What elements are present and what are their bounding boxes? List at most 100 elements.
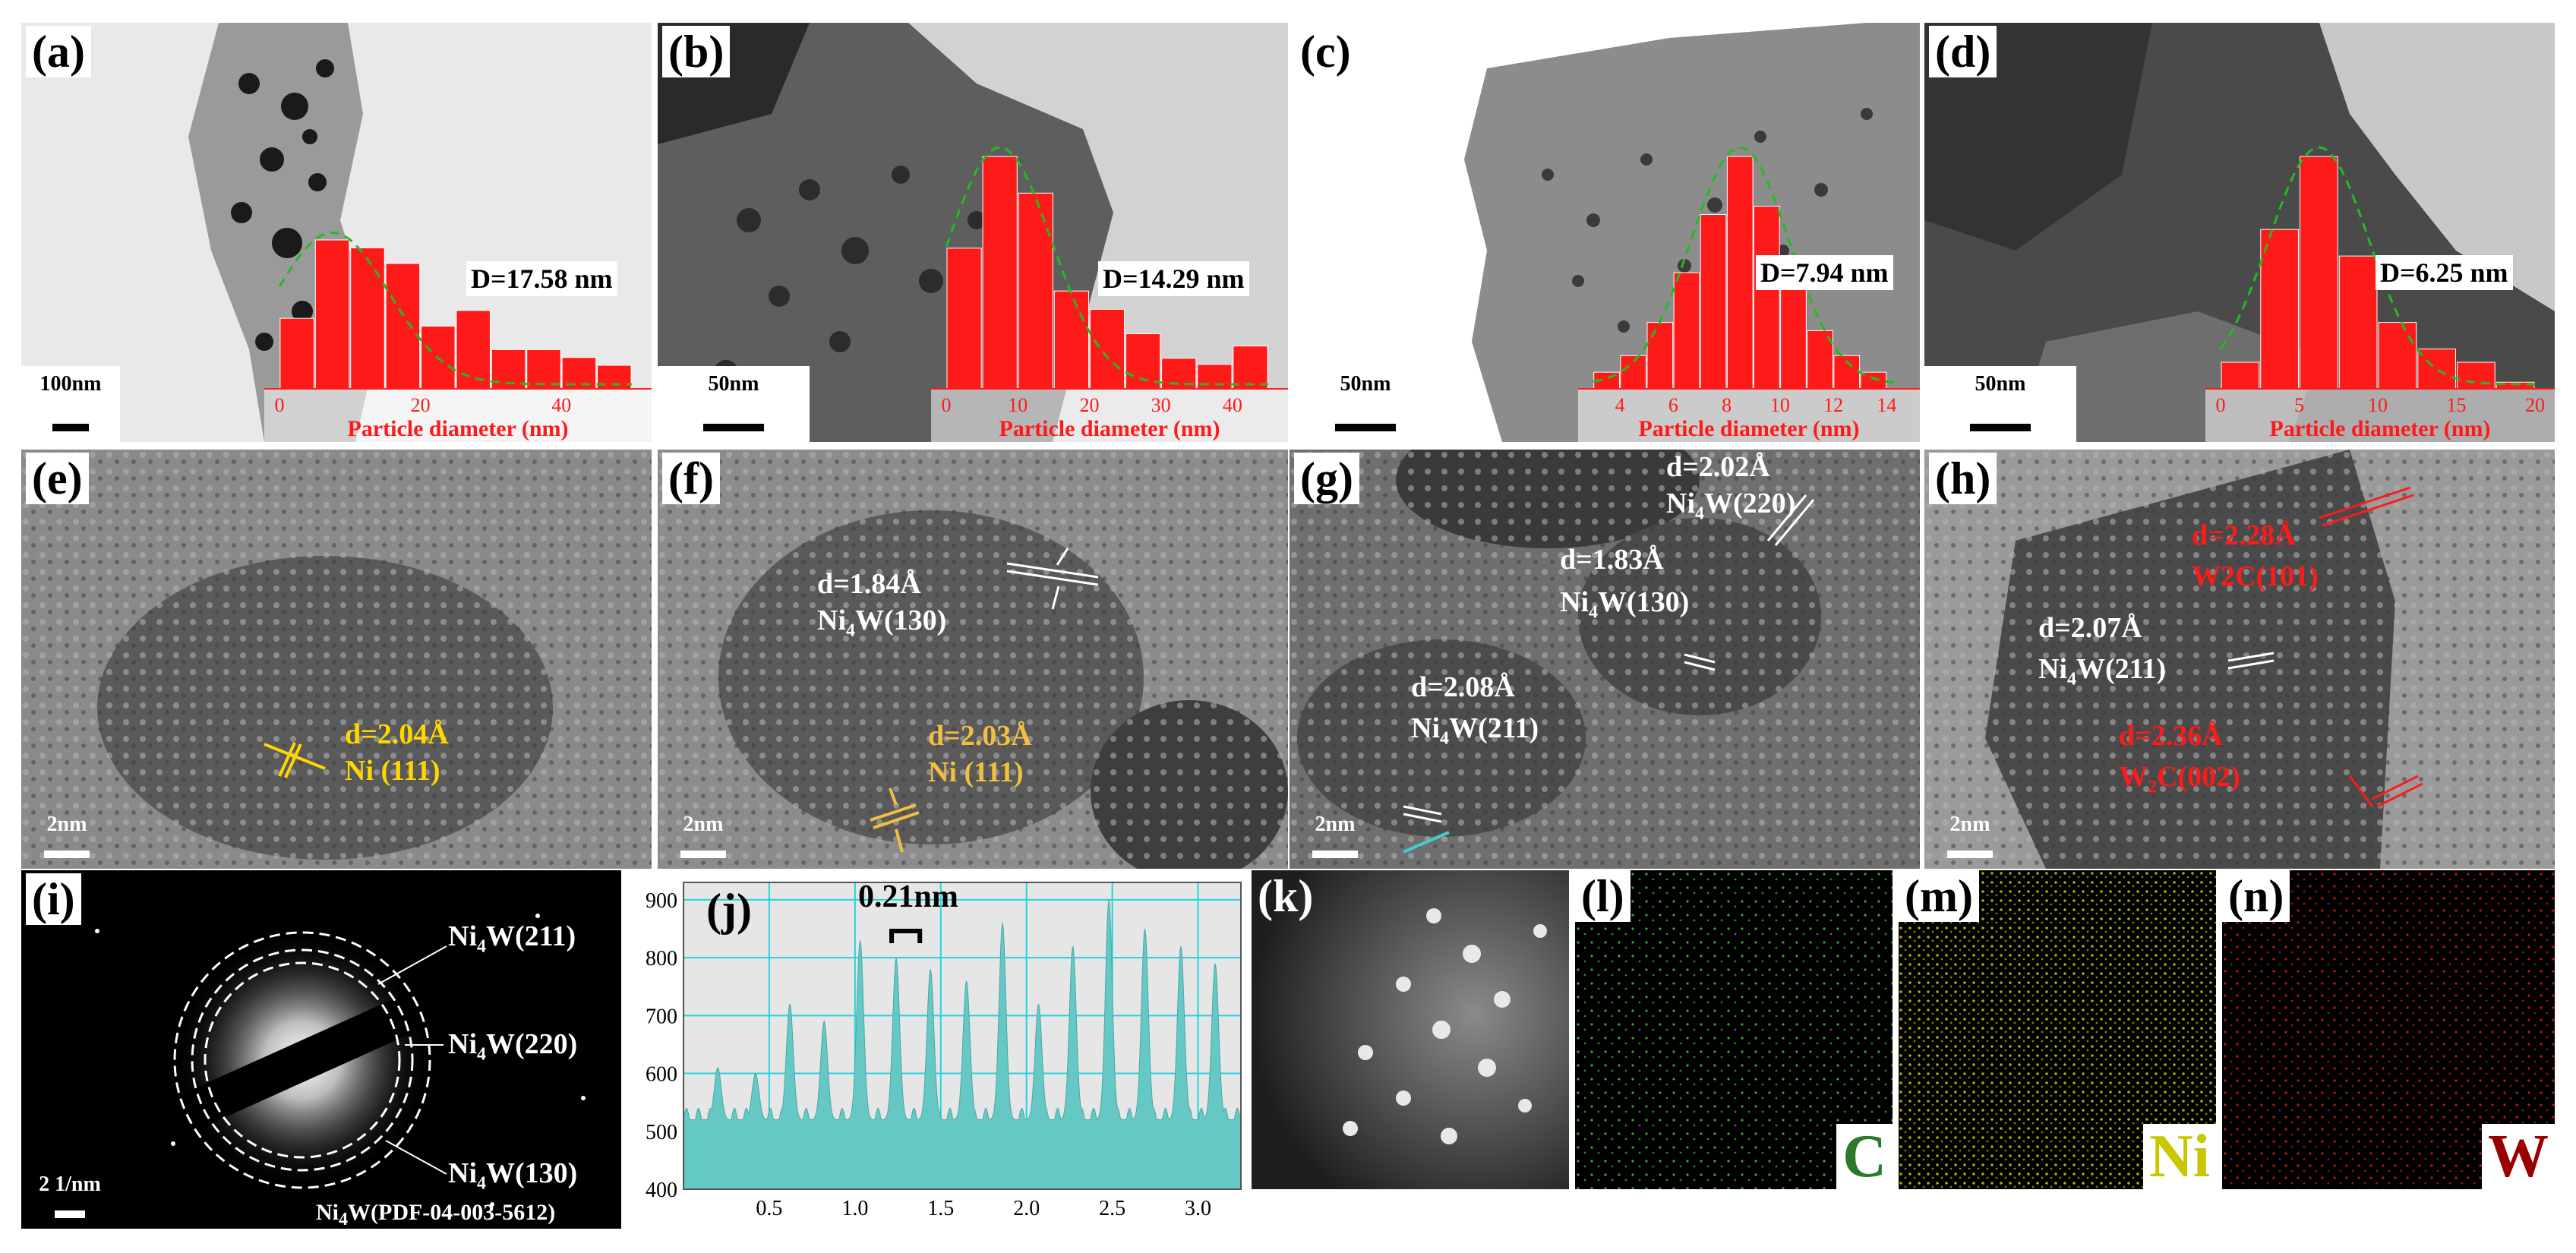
tick-b-4: 40 <box>1223 394 1242 416</box>
bar-b-0 <box>946 248 982 390</box>
fit-curve-a <box>278 231 632 386</box>
panel-d: (d) 50nm 0 5 10 15 20 Particle diameter (nm) … <box>1924 23 2555 442</box>
xtick-j-4: 2.5 <box>1099 1197 1125 1220</box>
xlabel-a: Particle diameter (nm) <box>348 416 569 441</box>
bar-b-3 <box>1053 290 1090 390</box>
bar-c-4 <box>1700 214 1727 390</box>
panel-g: (g) d=2.02Å Ni4W(220) d=1.83Å Ni4W(130) … <box>1290 450 1920 869</box>
d-spacing-h-3: d=2.36Å <box>2119 720 2223 752</box>
tick-b-3: 30 <box>1151 394 1171 416</box>
element-ni-label: Ni <box>2143 1124 2216 1189</box>
bar-b-2 <box>1018 192 1053 390</box>
d-spacing-h-2: d=2.07Å <box>2038 612 2142 644</box>
panel-b: (b) 50nm 0 10 20 30 40 Particle diameter (nm)… <box>658 23 1288 442</box>
ytick-j-5: 900 <box>646 889 677 913</box>
plane-h-2: Ni4W(211) <box>2038 653 2167 690</box>
tick-d-3: 15 <box>2447 394 2467 416</box>
scalebar-e: 2nm <box>21 806 112 869</box>
plane-e: Ni (111) <box>345 755 440 787</box>
label-a: (a) <box>26 26 91 77</box>
plane-f-2: Ni (111) <box>928 756 1024 788</box>
bar-c-7 <box>1780 280 1807 390</box>
xtick-j-1: 1.0 <box>841 1197 868 1220</box>
bar-a-1 <box>314 239 350 390</box>
bar-c-3 <box>1673 272 1700 390</box>
label-b: (b) <box>662 26 731 77</box>
panel-e: (e) d=2.04Å Ni (111) 2nm <box>21 450 652 869</box>
xtick-j-0: 0.5 <box>756 1197 782 1220</box>
element-w-label: W <box>2482 1124 2555 1189</box>
tick-d-1: 5 <box>2294 394 2304 416</box>
label-g: (g) <box>1294 453 1359 504</box>
d-spacing-g-3: d=2.08Å <box>1411 671 1515 703</box>
ytick-j-4: 800 <box>646 947 677 971</box>
histogram-d: 0 5 10 15 20 Particle diameter (nm) <box>2205 146 2555 442</box>
panel-c: (c) 50nm 4 6 8 10 12 14 Particle diameter (nm)… <box>1290 23 1920 442</box>
intensity-area <box>683 899 1242 1190</box>
tick-a-1: 20 <box>411 394 431 416</box>
xtick-j-2: 1.5 <box>927 1197 954 1220</box>
bar-d-3 <box>2338 255 2378 390</box>
xlabel-c: Particle diameter (nm) <box>1639 416 1860 441</box>
scalebar-h: 2nm <box>1924 806 2016 869</box>
ytick-j-3: 700 <box>646 1005 677 1028</box>
scalebar-a: 100nm <box>21 366 120 442</box>
bar-c-5 <box>1726 156 1754 390</box>
tick-c-3: 10 <box>1770 394 1790 416</box>
tick-c-1: 6 <box>1668 394 1678 416</box>
ytick-j-2: 600 <box>646 1063 677 1087</box>
panel-l: (l) C <box>1575 870 1893 1189</box>
tick-c-0: 4 <box>1615 394 1625 416</box>
tick-d-2: 10 <box>2368 394 2388 416</box>
ytick-j-0: 400 <box>646 1179 677 1202</box>
d-spacing-g-2: d=1.83Å <box>1560 544 1664 576</box>
plane-f-1: Ni4W(130) <box>817 604 947 641</box>
panel-j: 0.5 1.0 1.5 2.0 2.5 3.0 400 500 600 700 800 900 (j)… <box>627 870 1258 1229</box>
xlabel-d: Particle diameter (nm) <box>2270 416 2491 441</box>
bar-a-2 <box>350 247 385 390</box>
label-n: (n) <box>2222 870 2290 922</box>
bar-a-7 <box>526 349 561 390</box>
plane-h-1: W2C(101) <box>2192 560 2319 592</box>
fit-curve-b <box>945 146 1268 386</box>
scalebar-i: 2 1/nm <box>24 1166 115 1229</box>
tick-c-4: 12 <box>1823 394 1843 416</box>
label-j: (j) <box>706 885 752 935</box>
ring-label-1: Ni4W(211) <box>448 920 576 957</box>
tick-a-0: 0 <box>275 394 285 416</box>
bar-a-3 <box>385 263 421 390</box>
panel-h: (h) d=2.28Å W2C(101) d=2.07Å Ni4W(211) d… <box>1924 450 2555 869</box>
tick-d-0: 0 <box>2216 394 2226 416</box>
fit-curve-d <box>2219 146 2535 386</box>
plane-g-1: Ni4W(220) <box>1666 488 1796 524</box>
bar-d-0 <box>2221 361 2260 390</box>
scalebar-b: 50nm <box>658 366 810 442</box>
plane-g-3: Ni4W(211) <box>1411 712 1539 749</box>
label-m: (m) <box>1899 870 1979 922</box>
tick-b-2: 20 <box>1079 394 1099 416</box>
scalebar-d: 50nm <box>1924 366 2076 442</box>
bar-b-1 <box>982 156 1018 390</box>
panel-m: (m) Ni <box>1899 870 2216 1189</box>
scalebar-g: 2nm <box>1290 806 1381 869</box>
bar-d-4 <box>2378 322 2417 390</box>
ytick-j-1: 500 <box>646 1121 677 1144</box>
histogram-c: 4 6 8 10 12 14 Particle diameter (nm) <box>1578 146 1920 442</box>
label-i: (i) <box>26 873 81 925</box>
bar-a-5 <box>456 310 491 390</box>
scalebar-f: 2nm <box>658 806 749 869</box>
tick-b-0: 0 <box>942 394 952 416</box>
d-spacing-g-1: d=2.02Å <box>1666 451 1770 483</box>
scalebar-c: 50nm <box>1290 366 1441 442</box>
xtick-j-5: 3.0 <box>1185 1197 1211 1220</box>
bar-b-4 <box>1089 308 1125 390</box>
label-h: (h) <box>1929 453 1997 504</box>
diameter-c: D=7.94 nm <box>1756 255 1893 290</box>
bar-d-6 <box>2457 361 2496 390</box>
label-d: (d) <box>1929 26 1997 77</box>
spacing-bracket <box>889 929 923 943</box>
panel-f: (f) d=1.84Å Ni4W(130) d=2.03Å Ni (111) 2… <box>658 450 1288 869</box>
tick-c-5: 14 <box>1877 394 1896 416</box>
panel-n: (n) W <box>2222 870 2555 1189</box>
